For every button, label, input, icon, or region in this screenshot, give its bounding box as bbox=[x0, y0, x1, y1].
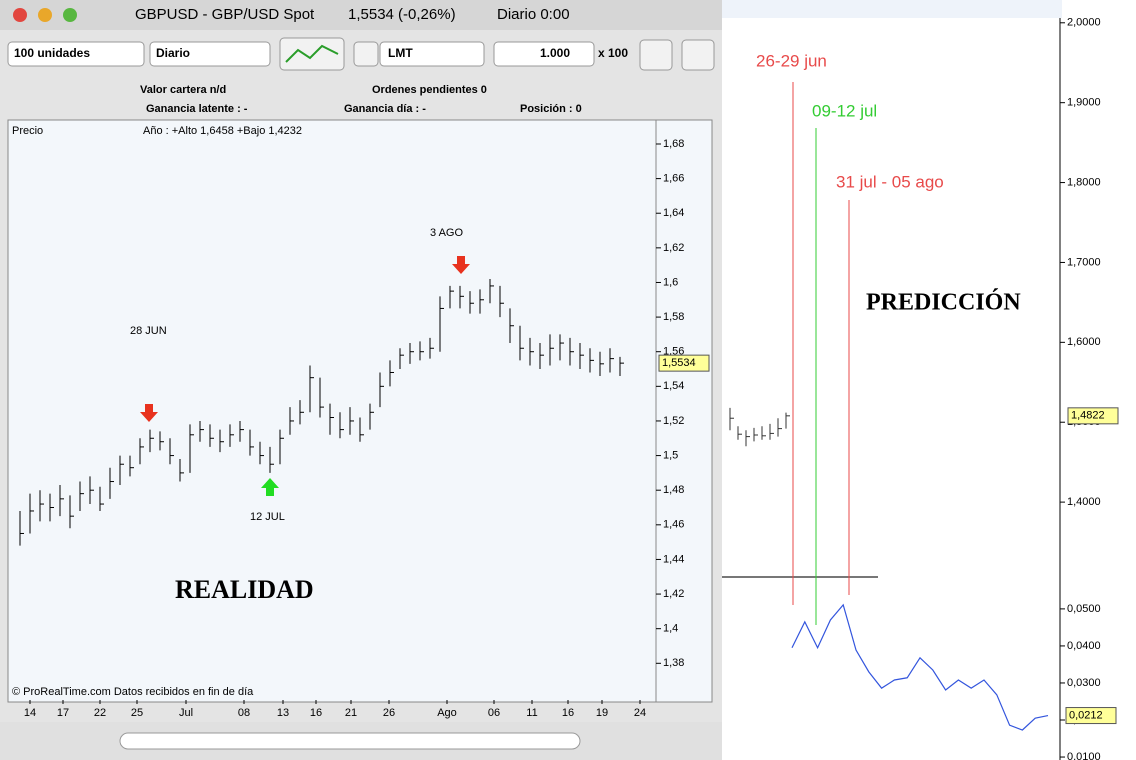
down-arrow bbox=[452, 256, 470, 274]
pending-orders: Ordenes pendientes 0 bbox=[372, 84, 487, 96]
timeframe-select[interactable] bbox=[149, 41, 271, 67]
tools-button[interactable] bbox=[353, 41, 379, 67]
annotation: 12 JUL bbox=[250, 511, 285, 523]
scrollbar[interactable] bbox=[119, 732, 581, 750]
x-tick-label: 16 bbox=[310, 707, 322, 719]
up-arrow bbox=[261, 478, 279, 496]
chart-subtitle: Año : +Alto 1,6458 +Bajo 1,4232 bbox=[143, 125, 302, 137]
zoom-button[interactable] bbox=[63, 8, 77, 22]
down-arrow bbox=[140, 404, 158, 422]
day-gain: Ganancia día : - bbox=[344, 103, 426, 115]
title-bar bbox=[0, 0, 722, 30]
y-tick-label: 1,9000 bbox=[1067, 97, 1101, 109]
annotation: 3 AGO bbox=[430, 227, 463, 239]
y-tick-label: 1,42 bbox=[663, 588, 684, 600]
quantity: 100 unidades bbox=[14, 46, 90, 60]
x-tick-label: 19 bbox=[596, 707, 608, 719]
annotation: 09-12 jul bbox=[812, 101, 877, 120]
y-tick-label: 2,0000 bbox=[1067, 17, 1101, 29]
price-axis bbox=[655, 119, 713, 703]
y-tick-label: 1,66 bbox=[663, 173, 684, 185]
x-tick-label: 13 bbox=[277, 707, 289, 719]
y-tick-label: 1,68 bbox=[663, 138, 684, 150]
y-tick-label: 1,48 bbox=[663, 484, 684, 496]
line-series bbox=[791, 603, 1049, 731]
y-tick-label: 1,5 bbox=[663, 449, 678, 461]
footer: © ProRealTime.com Datos recibidos en fin… bbox=[12, 686, 254, 698]
window-title: GBPUSD - GBP/USD Spot bbox=[135, 6, 315, 23]
position: Posición : 0 bbox=[520, 103, 582, 115]
portfolio: Valor cartera n/d bbox=[140, 84, 226, 96]
x-tick-label: 16 bbox=[562, 707, 574, 719]
amount: 1.000 bbox=[540, 46, 570, 60]
y-tick-label: 1,62 bbox=[663, 242, 684, 254]
price-label: 1,5534 bbox=[662, 357, 696, 369]
y-tick-label: 0,0500 bbox=[1067, 603, 1101, 615]
x-tick-label: 14 bbox=[24, 707, 36, 719]
price-label: 0,0212 bbox=[1069, 709, 1103, 721]
price-box bbox=[1067, 407, 1119, 425]
price-box bbox=[1065, 707, 1117, 725]
y-tick-label: 1,7000 bbox=[1067, 256, 1101, 268]
y-tick-label: 1,52 bbox=[663, 415, 684, 427]
y-tick-label: 1,46 bbox=[663, 519, 684, 531]
sell-button[interactable] bbox=[681, 39, 715, 71]
x-tick-label: Jul bbox=[179, 707, 193, 719]
legend-label: Precio bbox=[12, 125, 43, 137]
x-tick-label: 24 bbox=[634, 707, 646, 719]
price-label: 1,4822 bbox=[1071, 410, 1105, 422]
y-tick-label: 1,64 bbox=[663, 207, 684, 219]
order-type: LMT bbox=[388, 46, 413, 60]
y-tick-label: 1,54 bbox=[663, 380, 684, 392]
latent-gain: Ganancia latente : - bbox=[146, 103, 248, 115]
top-band bbox=[722, 0, 1062, 18]
buy-button[interactable] bbox=[639, 39, 673, 71]
plot-area bbox=[7, 119, 657, 703]
y-tick-label: 0,0100 bbox=[1067, 751, 1101, 760]
y-tick-label: 1,44 bbox=[663, 553, 684, 565]
x-tick-label: 11 bbox=[526, 707, 537, 719]
annotation: REALIDAD bbox=[175, 575, 314, 604]
y-tick-label: 0,0400 bbox=[1067, 640, 1101, 652]
amount-input[interactable] bbox=[493, 41, 595, 67]
y-tick-label: 1,4000 bbox=[1067, 496, 1101, 508]
order-select[interactable] bbox=[379, 41, 485, 67]
quantity-select[interactable] bbox=[7, 41, 145, 67]
close-button[interactable] bbox=[13, 8, 27, 22]
x-tick-label: 26 bbox=[383, 707, 395, 719]
x-tick-label: 22 bbox=[94, 707, 106, 719]
window-period: Diario 0:00 bbox=[497, 6, 570, 23]
multiplier: x 100 bbox=[598, 46, 628, 60]
annotation: 31 jul - 05 ago bbox=[836, 172, 944, 191]
price-box bbox=[658, 354, 710, 372]
x-tick-label: 08 bbox=[238, 707, 250, 719]
indicator-icon bbox=[285, 44, 339, 63]
y-tick-label: 1,6000 bbox=[1067, 336, 1101, 348]
y-tick-label: 1,8000 bbox=[1067, 176, 1101, 188]
indicators-button[interactable] bbox=[279, 37, 345, 71]
annotation: 28 JUN bbox=[130, 325, 167, 337]
y-tick-label: 1,4 bbox=[663, 623, 678, 635]
y-tick-label: 1,56 bbox=[663, 346, 684, 358]
y-tick-label: 1,6 bbox=[663, 276, 678, 288]
y-tick-label: 0,0300 bbox=[1067, 677, 1101, 689]
x-tick-label: 25 bbox=[131, 707, 143, 719]
y-tick-label: 1,58 bbox=[663, 311, 684, 323]
annotation: 26-29 jun bbox=[756, 51, 827, 70]
x-tick-label: 21 bbox=[345, 707, 357, 719]
y-tick-label: 1,38 bbox=[663, 657, 684, 669]
timeframe: Diario bbox=[156, 46, 190, 60]
annotation: PREDICCIÓN bbox=[866, 289, 1021, 316]
x-tick-label: Ago bbox=[437, 707, 457, 719]
x-tick-label: 17 bbox=[57, 707, 69, 719]
window-quote: 1,5534 (-0,26%) bbox=[348, 6, 456, 23]
x-tick-label: 06 bbox=[488, 707, 500, 719]
minimize-button[interactable] bbox=[38, 8, 52, 22]
